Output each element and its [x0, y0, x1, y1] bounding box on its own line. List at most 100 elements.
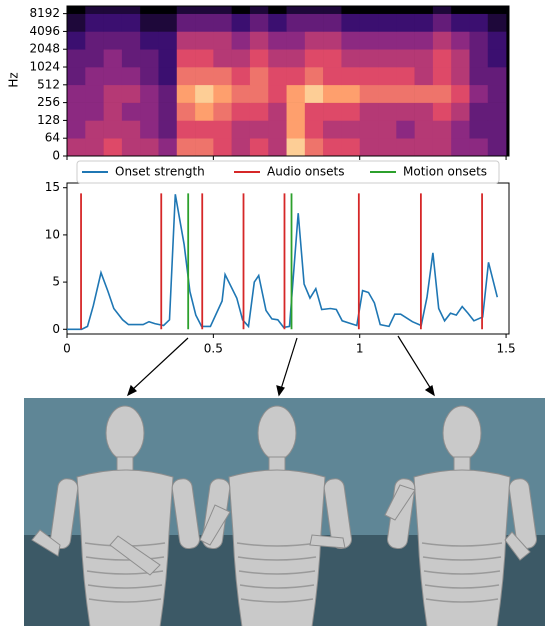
heatmap-cell: [469, 14, 488, 32]
heatmap-cell: [158, 85, 177, 103]
y-tick-label: 15: [45, 180, 60, 194]
legend-label: Motion onsets: [403, 165, 487, 179]
heatmap-cell: [67, 103, 86, 121]
heatmap-cell: [396, 120, 415, 138]
heatmap-cell: [158, 120, 177, 138]
heatmap-cell: [177, 138, 196, 156]
heatmap-cell: [195, 14, 214, 32]
heatmap-cell: [341, 67, 360, 85]
legend-label: Onset strength: [115, 165, 205, 179]
heatmap-cell: [360, 49, 379, 67]
heatmap-cell: [195, 120, 214, 138]
heatmap-cell: [158, 49, 177, 67]
heatmap-cell: [396, 67, 415, 85]
heatmap-cell: [232, 103, 251, 121]
heatmap-cell: [451, 67, 470, 85]
heatmap-cell: [433, 31, 452, 49]
heatmap-cell: [177, 14, 196, 32]
heatmap-cell: [360, 14, 379, 32]
heatmap-cell: [451, 138, 470, 156]
heatmap-cell: [341, 49, 360, 67]
heatmap-cell: [323, 6, 342, 14]
heatmap-cell: [433, 49, 452, 67]
heatmap-cell: [140, 120, 159, 138]
heatmap-cell: [213, 31, 232, 49]
heatmap-cell: [451, 49, 470, 67]
heatmap-cell: [488, 31, 507, 49]
heatmap-cell: [488, 103, 507, 121]
heatmap-cell: [140, 103, 159, 121]
heatmap-cell: [488, 49, 507, 67]
heatmap-cell: [469, 138, 488, 156]
heatmap-cell: [341, 103, 360, 121]
heatmap-cell: [433, 85, 452, 103]
heatmap-cell: [268, 6, 287, 14]
heatmap-cell: [469, 49, 488, 67]
axes-frame: [67, 183, 509, 334]
heatmap-cell: [451, 120, 470, 138]
heatmap-cell: [177, 85, 196, 103]
heatmap-cell: [104, 103, 123, 121]
heatmap-cell: [341, 6, 360, 14]
heatmap-cell: [213, 138, 232, 156]
heatmap-cell: [158, 103, 177, 121]
heatmap-cell: [378, 85, 397, 103]
y-tick-label: 5: [52, 275, 60, 289]
heatmap-cell: [177, 6, 196, 14]
heatmap-cell: [287, 120, 306, 138]
heatmap-cell: [287, 49, 306, 67]
heatmap-cell: [451, 31, 470, 49]
figure: Hz 064128256512102420484096819200.511.50…: [0, 0, 545, 626]
heatmap-cell: [287, 14, 306, 32]
heatmap-cell: [195, 31, 214, 49]
heatmap-cell: [177, 67, 196, 85]
heatmap-cell: [268, 85, 287, 103]
heatmap-cell: [378, 103, 397, 121]
y-tick-label: 4096: [29, 24, 60, 38]
heatmap-cell: [305, 31, 324, 49]
heatmap-cell: [268, 14, 287, 32]
heatmap-cell: [305, 103, 324, 121]
heatmap-cell: [232, 31, 251, 49]
heatmap-cell: [378, 138, 397, 156]
heatmap-cell: [415, 138, 434, 156]
heatmap-cell: [67, 31, 86, 49]
heatmap-cell: [305, 120, 324, 138]
y-tick-label: 64: [45, 131, 60, 145]
heatmap-cell: [104, 120, 123, 138]
heatmap-cell: [195, 67, 214, 85]
heatmap-cell: [140, 49, 159, 67]
heatmap-cell: [232, 14, 251, 32]
heatmap-cell: [85, 138, 104, 156]
heatmap-cell: [158, 31, 177, 49]
x-tick-label: 1.5: [497, 342, 516, 356]
heatmap-cell: [341, 138, 360, 156]
heatmap-cell: [268, 120, 287, 138]
heatmap-cell: [122, 85, 141, 103]
heatmap-cell: [396, 138, 415, 156]
heatmap-cell: [268, 138, 287, 156]
heatmap-cell: [250, 85, 269, 103]
heatmap-cell: [67, 49, 86, 67]
heatmap-cell: [85, 85, 104, 103]
heatmap-cell: [396, 103, 415, 121]
heatmap-cell: [287, 85, 306, 103]
heatmap-cell: [213, 85, 232, 103]
heatmap-cell: [232, 85, 251, 103]
heatmap-cell: [415, 6, 434, 14]
heatmap-cell: [122, 14, 141, 32]
heatmap-cell: [415, 14, 434, 32]
heatmap-cell: [396, 14, 415, 32]
heatmap-cell: [213, 67, 232, 85]
heatmap-cell: [213, 103, 232, 121]
heatmap-cell: [488, 14, 507, 32]
heatmap-cell: [104, 49, 123, 67]
heatmap-cell: [195, 6, 214, 14]
heatmap-cell: [140, 14, 159, 32]
heatmap-cell: [104, 85, 123, 103]
heatmap-cell: [250, 49, 269, 67]
heatmap-cell: [158, 14, 177, 32]
heatmap-cell: [488, 120, 507, 138]
heatmap-cell: [67, 85, 86, 103]
heatmap-cell: [341, 120, 360, 138]
